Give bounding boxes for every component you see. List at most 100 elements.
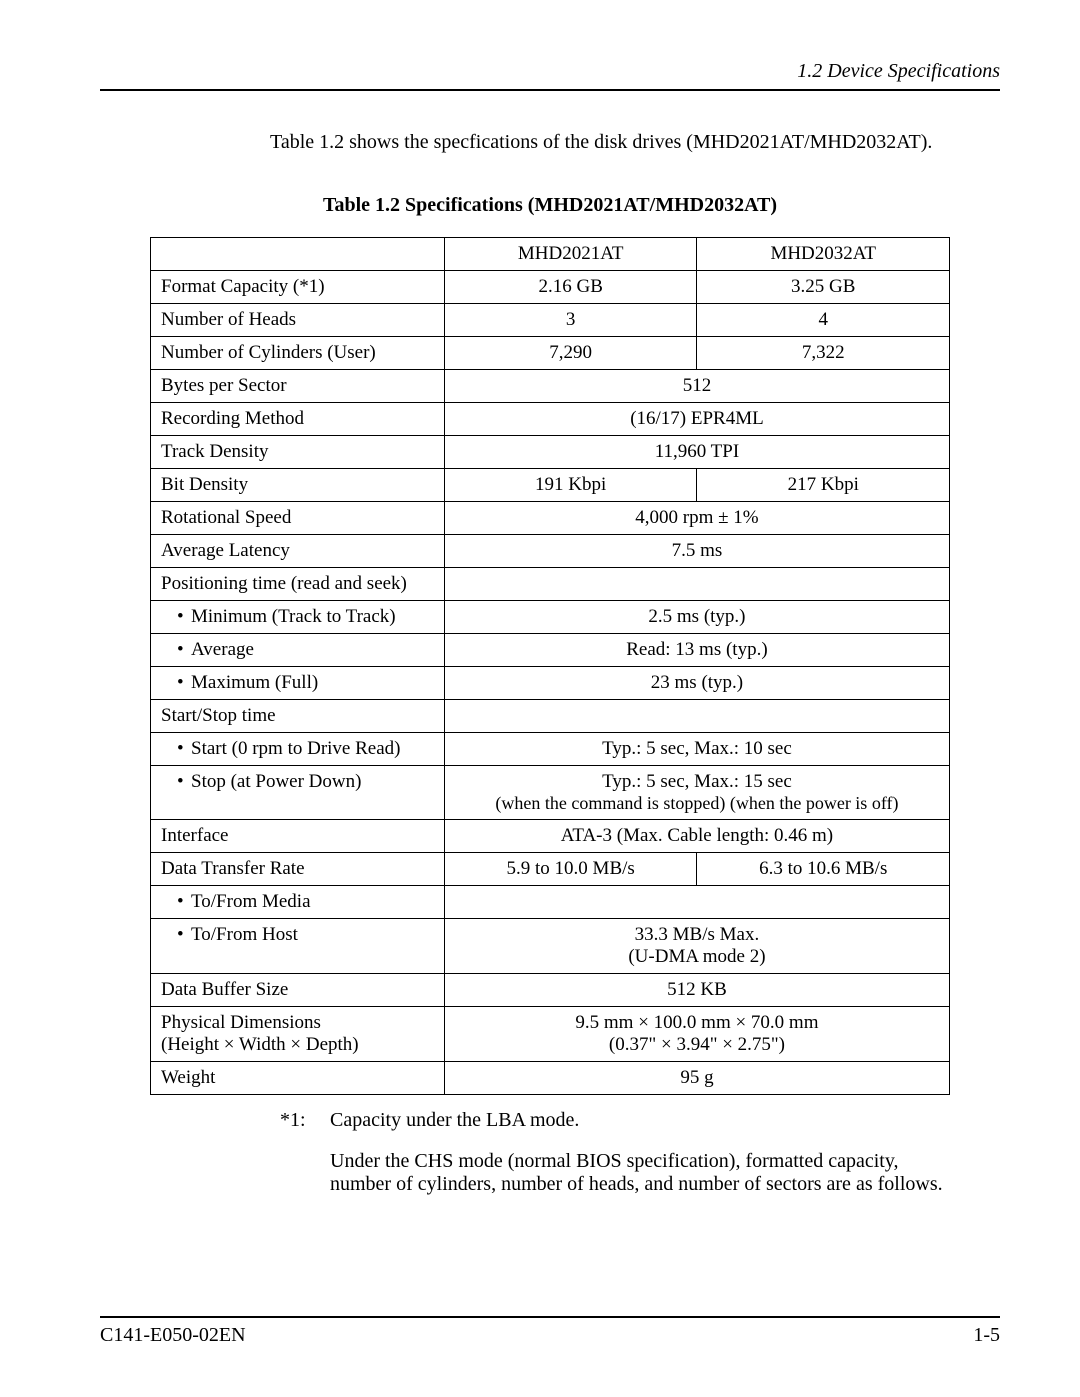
row-value: Typ.: 5 sec, Max.: 15 sec (when the comm… [444, 766, 949, 820]
row-label: Number of Cylinders (User) [151, 337, 445, 370]
stop-value-line2: (when the command is stopped) (when the … [455, 793, 939, 814]
bullet-label: To/From Host [191, 924, 298, 945]
start-stop-value: Typ.: 5 sec, Max.: 10 sec [602, 738, 792, 759]
footnote-para2: Under the CHS mode (normal BIOS specific… [330, 1150, 950, 1196]
table-row: Track Density 11,960 TPI [151, 436, 950, 469]
row-label: Bit Density [151, 469, 445, 502]
bullet-label: Maximum (Full) [191, 672, 318, 693]
row-label: Weight [151, 1062, 445, 1095]
row-value: 7,290 [444, 337, 697, 370]
footer-page-number: 1-5 [973, 1324, 1000, 1347]
row-value: 191 Kbpi [444, 469, 697, 502]
row-value: 3 [444, 304, 697, 337]
row-value: 11,960 TPI [444, 436, 949, 469]
row-value: 512 [444, 370, 949, 403]
table-row: Data Transfer Rate 5.9 to 10.0 MB/s 6.3 … [151, 853, 950, 886]
row-label: •To/From Media [151, 886, 445, 919]
dim-value-line2: (0.37" × 3.94" × 2.75") [455, 1034, 939, 1056]
row-value: 9.5 mm × 100.0 mm × 70.0 mm (0.37" × 3.9… [444, 1007, 949, 1062]
row-label: Number of Heads [151, 304, 445, 337]
row-value: (16/17) EPR4ML [444, 403, 949, 436]
table-row: Format Capacity (*1) 2.16 GB 3.25 GB [151, 271, 950, 304]
table-row: •To/From Media [151, 886, 950, 919]
table-row: Data Buffer Size 512 KB [151, 974, 950, 1007]
dim-value-line1: 9.5 mm × 100.0 mm × 70.0 mm [455, 1012, 939, 1034]
row-value [444, 568, 949, 601]
row-label: Track Density [151, 436, 445, 469]
dim-label-line1: Physical Dimensions [161, 1012, 434, 1034]
table-title: Table 1.2 Specifications (MHD2021AT/MHD2… [100, 194, 1000, 217]
row-label: Rotational Speed [151, 502, 445, 535]
row-label: Start/Stop time [151, 700, 445, 733]
row-label: Data Buffer Size [151, 974, 445, 1007]
table-row: Weight 95 g [151, 1062, 950, 1095]
row-value: 33.3 MB/s Max. (U-DMA mode 2) [444, 919, 949, 974]
header-section: 1.2 Device Specifications [100, 60, 1000, 91]
row-label: •Minimum (Track to Track) [151, 601, 445, 634]
bullet-label: Start (0 rpm to Drive Read) [191, 738, 400, 759]
row-value: 7,322 [697, 337, 950, 370]
table-row: Physical Dimensions (Height × Width × De… [151, 1007, 950, 1062]
row-label: •Average [151, 634, 445, 667]
table-row: Interface ATA-3 (Max. Cable length: 0.46… [151, 820, 950, 853]
row-value: 4 [697, 304, 950, 337]
table-row: Bit Density 191 Kbpi 217 Kbpi [151, 469, 950, 502]
table-row: Recording Method (16/17) EPR4ML [151, 403, 950, 436]
table-row: •Minimum (Track to Track) 2.5 ms (typ.) [151, 601, 950, 634]
row-value: 95 g [444, 1062, 949, 1095]
row-label: •To/From Host [151, 919, 445, 974]
footer-doc-id: C141-E050-02EN [100, 1324, 246, 1347]
table-row: Average Latency 7.5 ms [151, 535, 950, 568]
footnote-text: Capacity under the LBA mode. [330, 1109, 950, 1132]
table-row: •Start (0 rpm to Drive Read) Typ.: 5 sec… [151, 733, 950, 766]
row-value: Typ.: 5 sec, Max.: 10 sec [444, 733, 949, 766]
row-value: 217 Kbpi [697, 469, 950, 502]
bullet-label: To/From Media [191, 891, 311, 912]
row-value: 23 ms (typ.) [444, 667, 949, 700]
col-header-1: MHD2021AT [444, 238, 697, 271]
table-corner [151, 238, 445, 271]
row-label: Positioning time (read and seek) [151, 568, 445, 601]
row-value: 4,000 rpm ± 1% [444, 502, 949, 535]
row-label: Interface [151, 820, 445, 853]
dim-label-line2: (Height × Width × Depth) [161, 1034, 434, 1056]
bullet-icon: • [177, 639, 191, 661]
row-value: 6.3 to 10.6 MB/s [697, 853, 950, 886]
bullet-icon: • [177, 672, 191, 694]
row-label: Format Capacity (*1) [151, 271, 445, 304]
row-label: •Maximum (Full) [151, 667, 445, 700]
bullet-icon: • [177, 738, 191, 760]
row-label: Data Transfer Rate [151, 853, 445, 886]
table-row: •Maximum (Full) 23 ms (typ.) [151, 667, 950, 700]
row-value: Read: 13 ms (typ.) [444, 634, 949, 667]
table-row: Positioning time (read and seek) [151, 568, 950, 601]
row-label: •Start (0 rpm to Drive Read) [151, 733, 445, 766]
table-row: •To/From Host 33.3 MB/s Max. (U-DMA mode… [151, 919, 950, 974]
row-value: 7.5 ms [444, 535, 949, 568]
bullet-label: Stop (at Power Down) [191, 771, 361, 792]
table-row: Start/Stop time [151, 700, 950, 733]
row-value: 2.16 GB [444, 271, 697, 304]
row-value [444, 700, 949, 733]
row-label: Bytes per Sector [151, 370, 445, 403]
host-value-line1: 33.3 MB/s Max. [455, 924, 939, 946]
bullet-icon: • [177, 891, 191, 913]
table-row: •Average Read: 13 ms (typ.) [151, 634, 950, 667]
footnote-label: *1: [280, 1109, 330, 1132]
table-row: Number of Cylinders (User) 7,290 7,322 [151, 337, 950, 370]
bullet-icon: • [177, 771, 191, 793]
row-label: Recording Method [151, 403, 445, 436]
table-row: •Stop (at Power Down) Typ.: 5 sec, Max.:… [151, 766, 950, 820]
row-value: 5.9 to 10.0 MB/s [444, 853, 697, 886]
stop-value-line1: Typ.: 5 sec, Max.: 15 sec [455, 771, 939, 793]
row-label: •Stop (at Power Down) [151, 766, 445, 820]
row-label: Average Latency [151, 535, 445, 568]
intro-text: Table 1.2 shows the specfications of the… [270, 131, 1000, 154]
host-value-line2: (U-DMA mode 2) [455, 946, 939, 968]
bullet-icon: • [177, 924, 191, 946]
bullet-label: Minimum (Track to Track) [191, 606, 396, 627]
row-value: 3.25 GB [697, 271, 950, 304]
bullet-icon: • [177, 606, 191, 628]
row-label: Physical Dimensions (Height × Width × De… [151, 1007, 445, 1062]
table-row: Rotational Speed 4,000 rpm ± 1% [151, 502, 950, 535]
